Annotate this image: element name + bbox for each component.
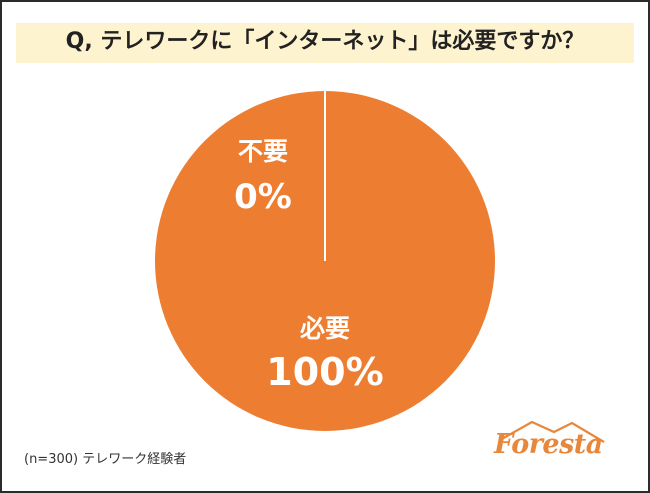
sample-footnote: (n=300) テレワーク経験者: [24, 452, 187, 467]
chart-title: Q, テレワークに「インターネット」は必要ですか？: [65, 29, 585, 54]
slice-label-0: 必要: [300, 314, 350, 343]
slice-value-label-0: 100%: [266, 350, 383, 394]
logo-roof-icon: [499, 420, 605, 443]
logo-wordmark-text: Foresta: [493, 429, 603, 458]
title-band: [16, 23, 634, 63]
foresta-logo: Foresta: [492, 414, 612, 460]
slice-value-label-1: 0%: [234, 177, 292, 217]
slice-label-1: 不要: [238, 137, 288, 166]
